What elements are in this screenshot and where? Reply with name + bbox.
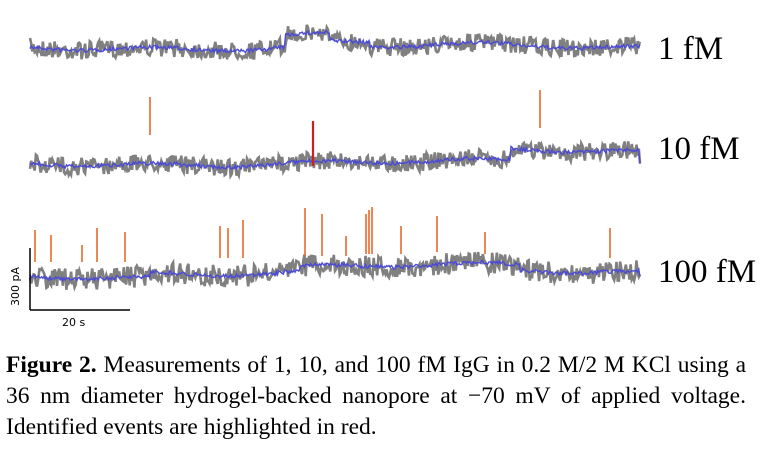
figure-caption-text: Measurements of 1, 10, and 100 fM IgG in…	[6, 352, 747, 440]
trace-plot	[28, 23, 642, 311]
label-10-fm: 10 fM	[658, 131, 740, 167]
trace-10-fm	[28, 90, 642, 181]
filtered-current-trace	[29, 145, 641, 172]
raw-current-trace	[28, 251, 642, 292]
figure-caption: Figure 2. Measurements of 1, 10, and 100…	[6, 350, 746, 443]
figure-caption-label: Figure 2.	[6, 352, 97, 378]
label-100-fm: 100 fM	[658, 254, 757, 290]
scale-bar	[29, 248, 130, 311]
scale-bar-time-label: 20 s	[62, 316, 86, 329]
scale-bar-current-label: 300 pA	[9, 267, 22, 306]
trace-100-fm	[28, 207, 642, 292]
filtered-current-trace	[29, 30, 641, 55]
raw-current-trace	[28, 138, 642, 181]
label-1-fm: 1 fM	[658, 31, 724, 67]
filtered-current-trace	[29, 259, 641, 283]
trace-1-fm	[28, 23, 642, 62]
